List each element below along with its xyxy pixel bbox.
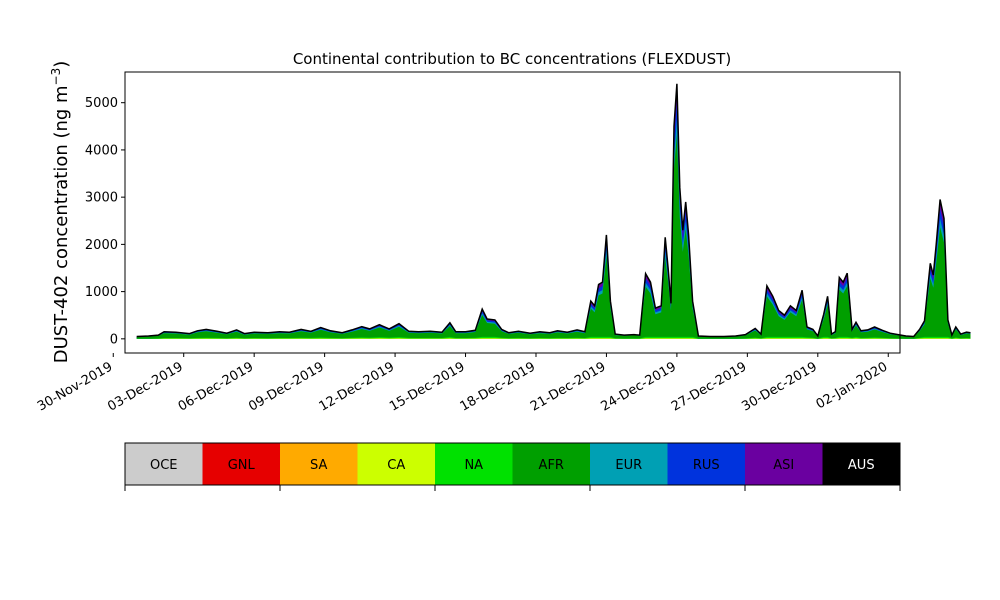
- legend-swatch-na: [435, 443, 513, 485]
- legend-swatch-sa: [280, 443, 358, 485]
- legend-frame: [124, 442, 901, 486]
- legend-label-asi: ASI: [773, 458, 794, 473]
- x-tick-label: 30-Nov-2019: [35, 359, 115, 414]
- chart-title: Continental contribution to BC concentra…: [293, 50, 731, 68]
- x-tick-label: 21-Dec-2019: [528, 359, 608, 414]
- legend-swatch-eur: [590, 443, 668, 485]
- y-tick-label: 0: [110, 332, 118, 347]
- legend-swatch-oce: [125, 443, 203, 485]
- legend-label-ca: CA: [387, 458, 405, 473]
- legend-label-oce: OCE: [150, 458, 178, 473]
- line-total-aus: [136, 83, 971, 338]
- x-tick-label: 03-Dec-2019: [105, 359, 185, 414]
- area-layers: [136, 83, 971, 339]
- legend-label-na: NA: [464, 458, 483, 473]
- x-axis-ticks: 30-Nov-201903-Dec-201906-Dec-201909-Dec-…: [35, 353, 890, 415]
- y-axis-ticks: 0 1000 2000 3000 4000 5000: [85, 96, 125, 347]
- legend-swatch-afr: [512, 443, 590, 485]
- x-tick-label: 02-Jan-2020: [814, 359, 891, 412]
- legend-label-rus: RUS: [693, 458, 720, 473]
- legend-label-afr: AFR: [539, 458, 564, 473]
- x-tick-label: 15-Dec-2019: [387, 359, 467, 414]
- area-ca: [136, 338, 971, 339]
- y-tick-label: 3000: [85, 191, 118, 206]
- y-tick-label: 4000: [85, 143, 118, 158]
- x-tick-label: 18-Dec-2019: [458, 359, 538, 414]
- area-afr: [136, 134, 971, 339]
- legend-label-gnl: GNL: [228, 458, 256, 473]
- y-axis-label-superscript: −3: [49, 68, 63, 86]
- plot-frame: [124, 71, 901, 354]
- legend-label-sa: SA: [310, 458, 327, 473]
- x-tick-label: 27-Dec-2019: [669, 359, 749, 414]
- legend-swatch-ca: [357, 443, 435, 485]
- y-axis-label: DUST-402 concentration (ng m−3): [49, 61, 72, 364]
- y-tick-label: 1000: [85, 285, 118, 300]
- legend-swatch-asi: [745, 443, 823, 485]
- y-tick-label: 2000: [85, 238, 118, 253]
- area-na: [136, 336, 971, 339]
- legend-label-eur: EUR: [615, 458, 642, 473]
- legend-swatch-aus: [822, 443, 900, 485]
- legend-colorbar: OCE GNL SA CA NA AFR EUR RUS ASI AUS: [124, 442, 901, 491]
- x-tick-label: 12-Dec-2019: [317, 359, 397, 414]
- y-axis-label-suffix: ): [51, 61, 72, 68]
- legend-swatch-gnl: [202, 443, 280, 485]
- y-tick-label: 5000: [85, 96, 118, 111]
- x-tick-label: 24-Dec-2019: [598, 359, 678, 414]
- legend-swatch-rus: [667, 443, 745, 485]
- legend-label-aus: AUS: [848, 458, 875, 473]
- x-tick-label: 30-Dec-2019: [739, 359, 819, 414]
- y-axis-label-main: DUST-402 concentration (ng m: [51, 85, 72, 363]
- x-tick-label: 06-Dec-2019: [176, 359, 256, 414]
- x-tick-label: 09-Dec-2019: [246, 359, 326, 414]
